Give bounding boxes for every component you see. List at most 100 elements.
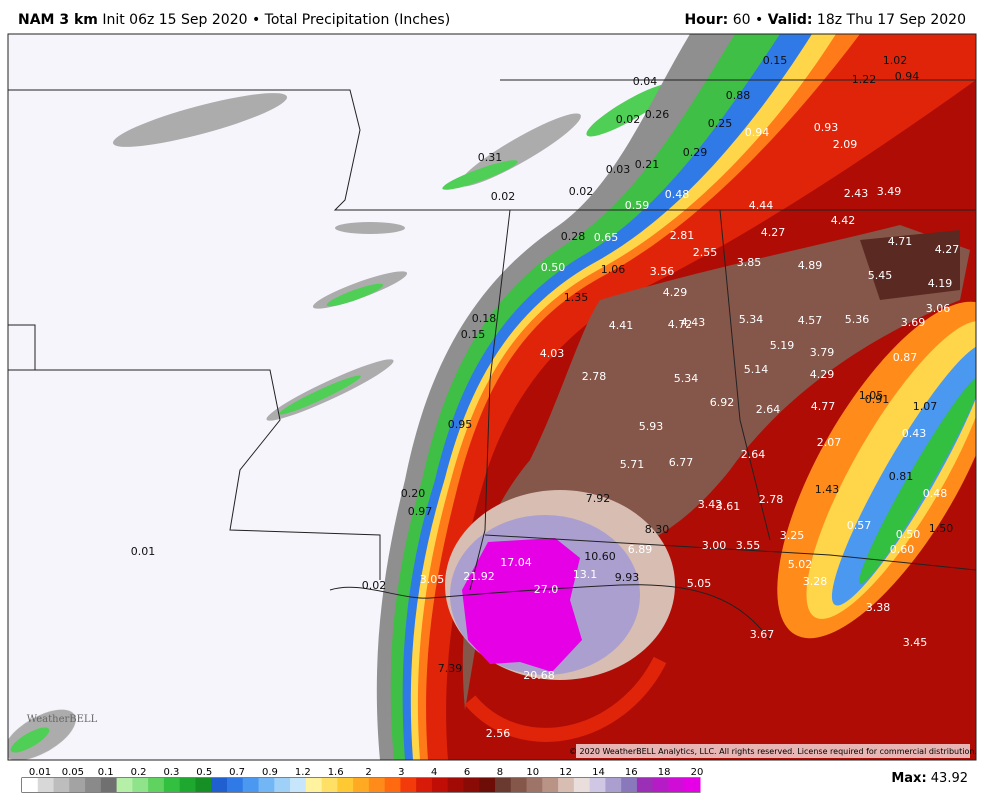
precip-label: 2.43 bbox=[844, 187, 869, 200]
colorbar-swatch bbox=[558, 778, 575, 792]
precip-label: 4.41 bbox=[609, 319, 634, 332]
precip-label: 4.29 bbox=[663, 286, 688, 299]
max: Max: 43.92 bbox=[891, 771, 968, 786]
model: NAM 3 km bbox=[18, 12, 98, 28]
precip-label: 4.43 bbox=[681, 316, 706, 329]
precip-label: 2.55 bbox=[693, 246, 718, 259]
precip-label: 0.50 bbox=[541, 261, 566, 274]
colorbar-swatch bbox=[495, 778, 512, 792]
precip-label: 5.14 bbox=[744, 363, 769, 376]
colorbar-swatch bbox=[132, 778, 149, 792]
precip-label: 3.25 bbox=[780, 529, 805, 542]
precip-label: 4.03 bbox=[540, 347, 565, 360]
precip-label: 0.60 bbox=[890, 543, 915, 556]
precip-label: 0.02 bbox=[616, 113, 641, 126]
precip-label: 0.88 bbox=[726, 89, 751, 102]
colorbar-swatch bbox=[431, 778, 449, 792]
colorbar-label: 4 bbox=[431, 767, 437, 778]
colorbar-label: 0.05 bbox=[62, 767, 84, 778]
colorbar-swatch bbox=[668, 778, 685, 792]
precip-label: 0.20 bbox=[401, 487, 426, 500]
colorbar-swatch bbox=[589, 778, 606, 792]
colorbar-label: 0.5 bbox=[196, 767, 212, 778]
precip-label: 21.92 bbox=[463, 570, 495, 583]
colorbar-swatch bbox=[53, 778, 70, 792]
precip-label: 3.61 bbox=[716, 500, 741, 513]
colorbar-swatch bbox=[652, 778, 669, 792]
precip-label: 6.92 bbox=[710, 396, 735, 409]
precip-label: 3.79 bbox=[810, 346, 835, 359]
precip-label: 0.03 bbox=[606, 163, 631, 176]
colorbar-swatch bbox=[605, 778, 622, 792]
precip-label: 6.89 bbox=[628, 543, 653, 556]
precip-label: 4.71 bbox=[888, 235, 913, 248]
precip-label: 4.57 bbox=[798, 314, 823, 327]
precip-field bbox=[8, 34, 976, 760]
precip-label: 1.07 bbox=[913, 400, 938, 413]
precip-label: 0.97 bbox=[408, 505, 433, 518]
colorbar-swatch bbox=[148, 778, 165, 792]
precip-label: 3.67 bbox=[750, 628, 775, 641]
colorbar-label: 0.1 bbox=[98, 767, 114, 778]
colorbar-swatch bbox=[353, 778, 370, 792]
colorbar-label: 12 bbox=[559, 767, 572, 778]
colorbar-swatch bbox=[684, 778, 701, 792]
colorbar-swatch bbox=[384, 778, 401, 792]
precip-label: 3.00 bbox=[702, 539, 727, 552]
colorbar-label: 18 bbox=[658, 767, 671, 778]
precip-label: 2.56 bbox=[486, 727, 511, 740]
precip-label: 5.34 bbox=[739, 313, 764, 326]
precip-label: 4.29 bbox=[810, 368, 835, 381]
colorbar-swatch bbox=[242, 778, 260, 792]
precip-label: 4.44 bbox=[749, 199, 774, 212]
precip-label: 4.42 bbox=[831, 214, 856, 227]
colorbar-swatch bbox=[337, 778, 354, 792]
precip-label: 0.48 bbox=[923, 487, 948, 500]
precip-label: 3.49 bbox=[877, 185, 902, 198]
precip-label: 0.15 bbox=[763, 54, 788, 67]
precip-label: 0.87 bbox=[893, 351, 918, 364]
colorbar-swatch bbox=[368, 778, 386, 792]
precip-label: 0.94 bbox=[745, 126, 770, 139]
colorbar-swatch bbox=[573, 778, 591, 792]
colorbar-label: 0.3 bbox=[163, 767, 179, 778]
copyright: © 2020 WeatherBELL Analytics, LLC. All r… bbox=[569, 747, 977, 756]
precip-label: 3.06 bbox=[926, 302, 951, 315]
description: Init 06z 15 Sep 2020 • Total Precipitati… bbox=[102, 12, 451, 28]
precip-label: 0.15 bbox=[461, 328, 486, 341]
colorbar-label: 16 bbox=[625, 767, 638, 778]
precip-label: 5.93 bbox=[639, 420, 664, 433]
colorbar-swatch bbox=[621, 778, 638, 792]
precip-label: 3.28 bbox=[803, 575, 828, 588]
precip-label: 2.64 bbox=[741, 448, 766, 461]
colorbar-swatch bbox=[22, 778, 39, 792]
colorbar-swatch bbox=[163, 778, 181, 792]
precip-label: 0.04 bbox=[633, 75, 658, 88]
colorbar-swatch bbox=[195, 778, 212, 792]
colorbar-label: 0.7 bbox=[229, 767, 245, 778]
precip-label: 4.72 bbox=[668, 318, 693, 331]
precip-label: 1.35 bbox=[564, 291, 589, 304]
precip-label: 4.77 bbox=[811, 400, 836, 413]
precip-label: 0.29 bbox=[683, 146, 708, 159]
precip-label: 3.42 bbox=[698, 498, 723, 511]
precip-label: 0.93 bbox=[814, 121, 839, 134]
colorbar-label: 2 bbox=[365, 767, 371, 778]
colorbar-swatch bbox=[100, 778, 118, 792]
precip-label: 5.36 bbox=[845, 313, 870, 326]
colorbar-swatch bbox=[463, 778, 480, 792]
colorbar-swatch bbox=[226, 778, 244, 792]
precip-label: 2.09 bbox=[833, 138, 858, 151]
colorbar-label: 20 bbox=[691, 767, 704, 778]
precip-label: 5.34 bbox=[674, 372, 699, 385]
colorbar-swatch bbox=[258, 778, 275, 792]
precip-label: 5.02 bbox=[788, 558, 813, 571]
colorbar-swatch bbox=[211, 778, 228, 792]
precip-label: 1.02 bbox=[883, 54, 908, 67]
precip-label: 3.69 bbox=[901, 316, 926, 329]
colorbar-swatch bbox=[321, 778, 338, 792]
precip-label: 6.77 bbox=[669, 456, 694, 469]
precip-label: 0.81 bbox=[889, 470, 914, 483]
colorbar-swatch bbox=[526, 778, 543, 792]
